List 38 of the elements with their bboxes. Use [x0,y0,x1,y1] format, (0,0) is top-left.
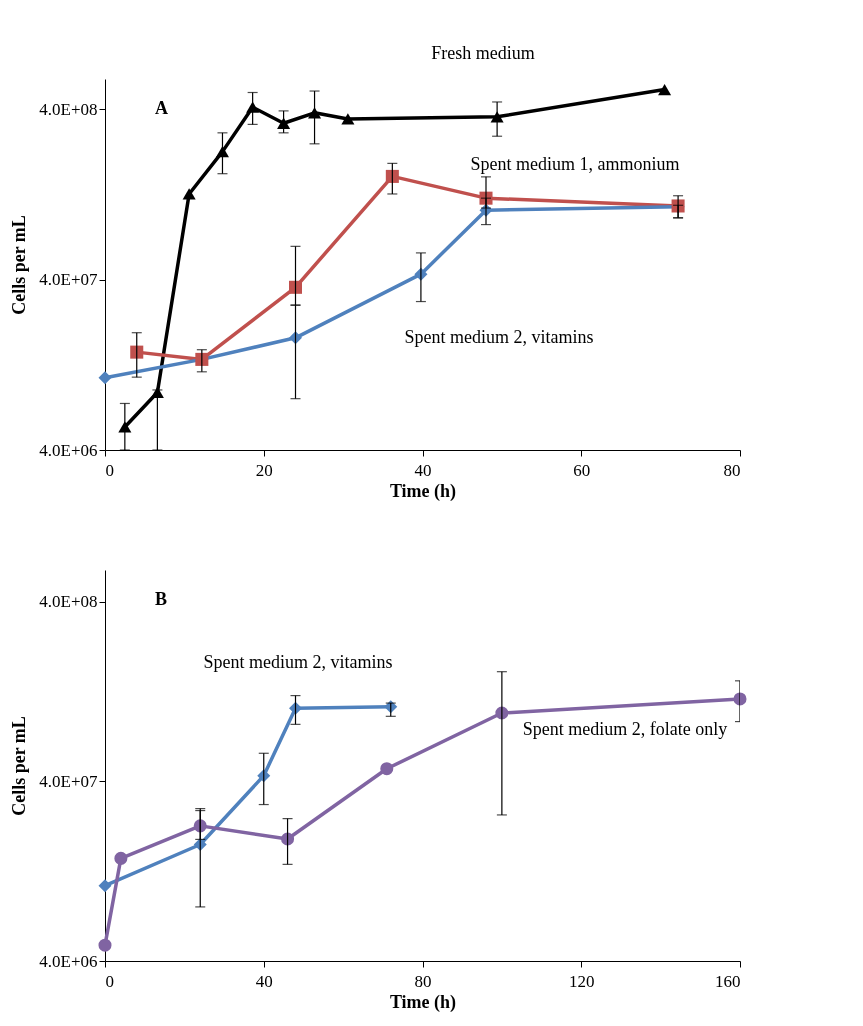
point [182,188,196,200]
x-tick-label: 0 [105,460,114,480]
y-tick-label: 4.0E+07 [39,771,98,791]
y-axis-title: Cells per mL [9,215,30,315]
x-tick-label: 160 [715,971,741,991]
point [385,169,399,183]
y-tick-label: 4.0E+08 [39,592,98,612]
point [341,113,355,125]
annotation: A [155,98,168,118]
y-tick-label: 4.0E+06 [39,951,98,971]
x-tick-label: 60 [573,460,591,480]
y-tick-label: 4.0E+07 [39,270,98,290]
annotation: B [155,589,168,609]
x-tick-label: 40 [255,971,273,991]
text: Spent medium 2, vitamins [404,327,594,347]
x-tick-label: 20 [255,460,273,480]
x-tick-label: 40 [414,460,432,480]
series-label: Spent medium 2, vitamins [203,652,393,672]
x-tick-label: 0 [105,971,114,991]
point [118,421,132,433]
series-label: Spent medium 2, folate only [522,719,728,739]
x-tick-label: 120 [569,971,595,991]
point [380,762,394,776]
text: Fresh medium [431,43,535,63]
point [98,879,112,893]
x-axis-title: Time (h) [389,480,457,502]
point [98,938,112,952]
series-label: Spent medium 1, ammonium [470,154,680,174]
point [98,371,112,385]
x-tick-label: 80 [723,460,741,480]
point [114,851,128,865]
x-axis-title: Time (h) [389,991,457,1013]
y-tick-label: 4.0E+06 [39,440,98,460]
y-axis-title: Cells per mL [9,716,30,816]
x-tick-label: 80 [414,971,432,991]
point [130,345,144,359]
point [658,83,672,96]
y-tick-label: 4.0E+08 [39,99,98,119]
